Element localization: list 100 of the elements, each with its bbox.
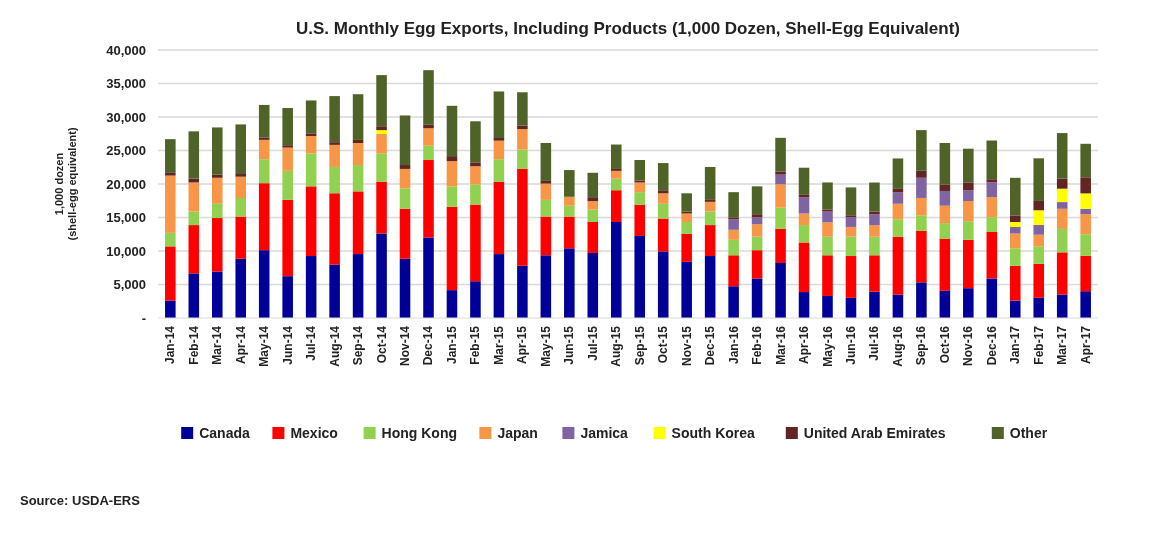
bar (446, 186, 458, 207)
bar (704, 256, 716, 318)
x-tick-label: Apr-16 (797, 325, 812, 365)
bar (657, 193, 669, 204)
x-tick-label: Apr-17 (1078, 325, 1093, 365)
x-tick-label: Dec-14 (421, 325, 436, 366)
x-tick-label: Jan-14 (163, 325, 178, 365)
bar (211, 127, 223, 175)
bar (235, 216, 247, 259)
bar (165, 172, 176, 176)
bar (751, 186, 763, 215)
x-tick-label: Aug-14 (327, 325, 342, 367)
bar (892, 236, 904, 295)
bar (869, 255, 880, 292)
bar (963, 288, 974, 318)
bar (869, 182, 880, 212)
bar (634, 192, 646, 205)
bar (493, 254, 505, 318)
bar (399, 188, 411, 209)
bar (657, 163, 669, 191)
legend-label: Other (1009, 424, 1048, 441)
y-tick-label: 40,000 (106, 42, 146, 58)
y-axis-title: 1,000 dozen (shell-egg equivalent) (52, 127, 78, 241)
bar (1056, 208, 1068, 229)
bar (728, 286, 739, 318)
x-tick-label: Feb-15 (468, 325, 483, 365)
bar (822, 182, 833, 210)
bar (470, 184, 481, 205)
legend-label: Mexico (290, 424, 338, 441)
bar (540, 180, 552, 184)
bar (892, 158, 904, 189)
bar (916, 230, 927, 283)
y-tick-label: 25,000 (106, 143, 146, 159)
bar (751, 214, 763, 218)
bar (657, 190, 669, 194)
bar (564, 248, 575, 318)
x-tick-label: Nov-16 (961, 325, 976, 367)
bar (540, 255, 552, 318)
bar (845, 226, 857, 237)
bar (1080, 234, 1091, 256)
bar (165, 246, 176, 301)
bar (963, 221, 974, 240)
bar (939, 190, 951, 206)
bar (845, 256, 857, 298)
x-tick-label: Oct-16 (937, 325, 952, 364)
bar (423, 237, 434, 318)
x-tick-label: Mar-15 (491, 325, 506, 365)
bar (845, 217, 857, 227)
bar (587, 209, 599, 222)
bar (1033, 225, 1045, 235)
bar (493, 137, 505, 141)
bar (352, 143, 364, 166)
bar (1009, 300, 1021, 318)
bar (1033, 158, 1045, 201)
bar (329, 264, 340, 318)
bar (751, 217, 763, 225)
x-tick-label: Jan-16 (726, 325, 741, 365)
bar (446, 161, 458, 187)
bar (305, 186, 317, 257)
bar (1080, 177, 1091, 194)
bar (282, 145, 293, 148)
legend-label: Canada (199, 424, 250, 441)
bar (493, 181, 505, 255)
bar (211, 177, 223, 204)
x-tick-label: Jan-17 (1008, 325, 1023, 365)
bar (822, 211, 833, 223)
x-tick-label: Nov-15 (679, 325, 694, 367)
bar (446, 105, 458, 157)
x-tick-label: Jul-14 (304, 325, 319, 361)
x-tick-label: May-16 (820, 325, 835, 367)
bar (587, 201, 599, 210)
bar (470, 121, 481, 163)
bar (376, 126, 387, 131)
bar (822, 222, 833, 237)
bar (681, 221, 692, 234)
bar (1033, 234, 1045, 247)
x-tick-label: Nov-14 (398, 325, 413, 367)
bar (517, 92, 528, 126)
bar (399, 168, 411, 189)
bar (493, 140, 505, 160)
x-tick-label: Jun-16 (843, 325, 858, 365)
y-tick-label: 15,000 (106, 210, 146, 226)
bar (963, 148, 974, 183)
bar (493, 91, 505, 138)
bar (728, 255, 739, 287)
bar (822, 295, 833, 318)
legend-label: Japan (497, 424, 538, 441)
bar (1009, 215, 1021, 222)
bar (963, 201, 974, 222)
bar (470, 166, 481, 185)
bar (845, 236, 857, 257)
x-tick-label: Jun-15 (562, 325, 577, 365)
bar (869, 214, 880, 226)
bar (282, 170, 293, 200)
bar (728, 229, 739, 240)
bar (916, 130, 927, 171)
bar (1033, 200, 1045, 211)
bar (798, 197, 810, 214)
bar (376, 75, 387, 127)
bar (282, 147, 293, 171)
